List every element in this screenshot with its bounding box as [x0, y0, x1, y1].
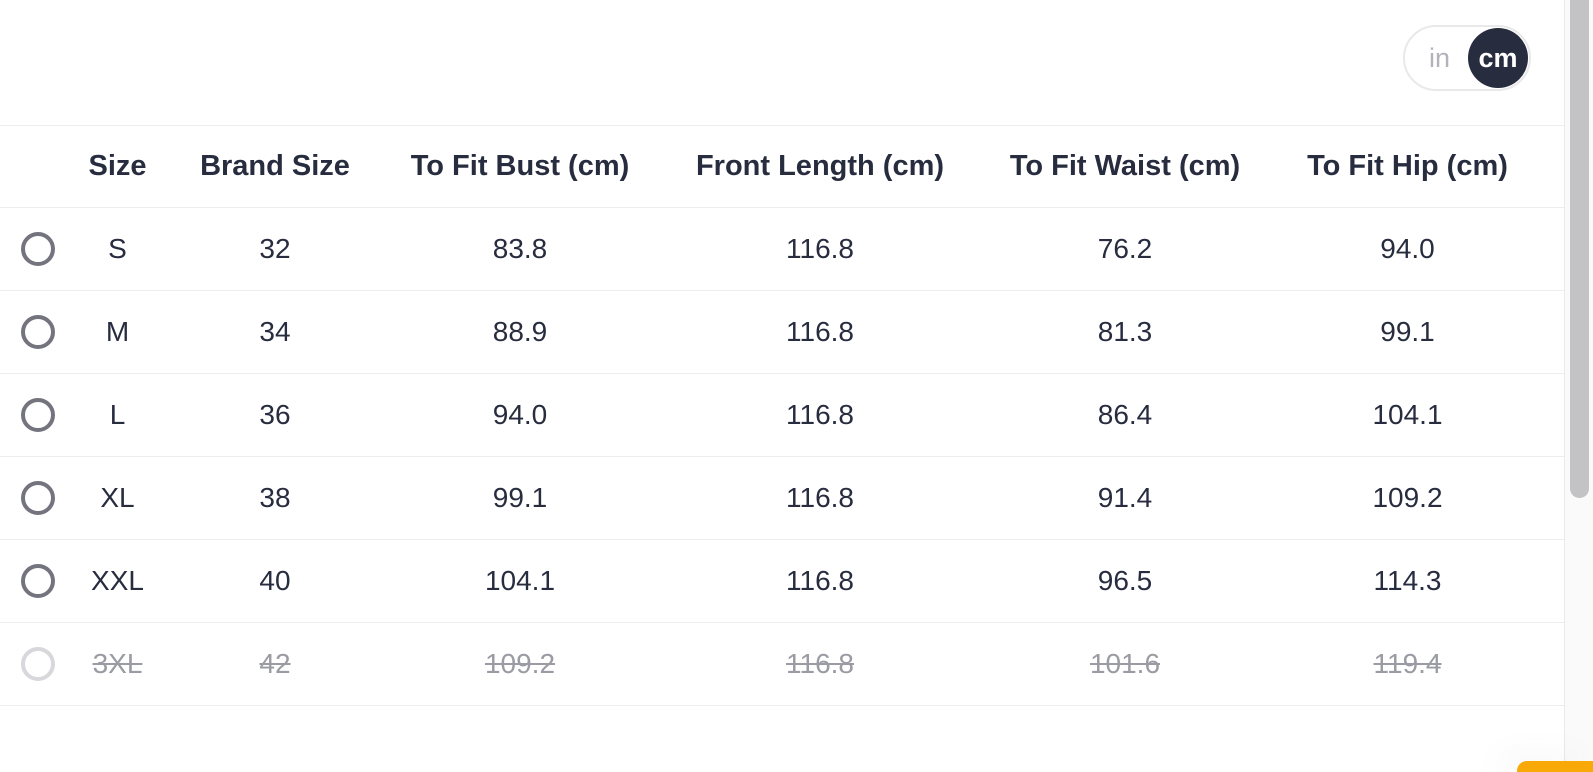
- size-chart-table: Size Brand Size To Fit Bust (cm) Front L…: [0, 125, 1564, 706]
- radio-cell: [0, 398, 75, 432]
- brand-size-cell: 36: [259, 399, 291, 430]
- hip-cell: 114.3: [1373, 565, 1442, 596]
- size-cell: 3XL: [92, 648, 143, 679]
- bust-cell: 94.0: [492, 399, 548, 430]
- table-row-size-l[interactable]: L 36 94.0 116.8 86.4 104.1: [0, 374, 1564, 457]
- hip-cell: 104.1: [1372, 399, 1443, 430]
- column-header-front-length: Front Length (cm): [695, 150, 945, 182]
- scrollbar[interactable]: [1564, 0, 1593, 772]
- size-radio[interactable]: [20, 564, 55, 598]
- front-length-cell: 116.8: [786, 482, 854, 513]
- hip-cell: 99.1: [1380, 316, 1435, 347]
- column-header-bust: To Fit Bust (cm): [410, 150, 630, 182]
- size-cell: XXL: [91, 565, 144, 596]
- size-radio-disabled: [20, 647, 55, 681]
- hip-cell: 94.0: [1380, 233, 1435, 264]
- size-cell: L: [109, 399, 126, 430]
- size-cell: XL: [100, 482, 135, 513]
- confirm-button-partial[interactable]: [1517, 761, 1593, 772]
- brand-size-cell: 40: [259, 565, 291, 596]
- brand-size-cell: 42: [259, 648, 291, 679]
- table-row-size-xxl[interactable]: XXL 40 104.1 116.8 96.5 114.3: [0, 540, 1564, 623]
- table-row-size-m[interactable]: M 34 88.9 116.8 81.3 99.1: [0, 291, 1564, 374]
- brand-size-cell: 32: [259, 233, 291, 264]
- brand-size-cell: 38: [259, 482, 291, 513]
- front-length-cell: 116.8: [786, 233, 854, 264]
- table-row-size-xl[interactable]: XL 38 99.1 116.8 91.4 109.2: [0, 457, 1564, 540]
- hip-cell: 119.4: [1373, 648, 1442, 679]
- size-cell: S: [108, 233, 127, 264]
- waist-cell: 86.4: [1097, 399, 1153, 430]
- waist-cell: 91.4: [1097, 482, 1153, 513]
- bust-cell: 109.2: [484, 648, 556, 679]
- column-header-waist: To Fit Waist (cm): [1009, 150, 1241, 182]
- size-radio[interactable]: [20, 398, 55, 432]
- bust-cell: 88.9: [492, 316, 548, 347]
- radio-cell: [0, 647, 75, 681]
- scrollbar-thumb[interactable]: [1570, 0, 1589, 498]
- unit-toggle[interactable]: in cm: [1403, 25, 1531, 91]
- table-row-size-3xl-unavailable: 3XL 42 109.2 116.8 101.6 119.4: [0, 623, 1564, 706]
- unit-option-cm[interactable]: cm: [1468, 28, 1528, 88]
- radio-cell: [0, 564, 75, 598]
- table-row-size-s[interactable]: S 32 83.8 116.8 76.2 94.0: [0, 208, 1564, 291]
- bust-cell: 99.1: [492, 482, 548, 513]
- unit-option-in[interactable]: in: [1428, 42, 1450, 73]
- waist-cell: 81.3: [1097, 316, 1153, 347]
- size-radio[interactable]: [20, 232, 55, 266]
- radio-cell: [0, 232, 75, 266]
- radio-cell: [0, 315, 75, 349]
- waist-cell: 101.6: [1089, 648, 1161, 679]
- size-radio[interactable]: [20, 315, 55, 349]
- column-header-size: Size: [88, 150, 147, 182]
- front-length-cell: 116.8: [786, 316, 854, 347]
- bust-cell: 83.8: [492, 233, 548, 264]
- waist-cell: 96.5: [1097, 565, 1153, 596]
- column-header-hip: To Fit Hip (cm): [1307, 150, 1508, 182]
- table-header-row: Size Brand Size To Fit Bust (cm) Front L…: [0, 126, 1564, 208]
- bust-cell: 104.1: [484, 565, 556, 596]
- radio-cell: [0, 481, 75, 515]
- front-length-cell: 116.8: [786, 648, 854, 679]
- front-length-cell: 116.8: [786, 399, 854, 430]
- hip-cell: 109.2: [1372, 482, 1443, 513]
- waist-cell: 76.2: [1097, 233, 1153, 264]
- brand-size-cell: 34: [259, 316, 291, 347]
- front-length-cell: 116.8: [786, 565, 854, 596]
- column-header-brand-size: Brand Size: [200, 150, 350, 182]
- size-radio[interactable]: [20, 481, 55, 515]
- size-cell: M: [105, 316, 130, 347]
